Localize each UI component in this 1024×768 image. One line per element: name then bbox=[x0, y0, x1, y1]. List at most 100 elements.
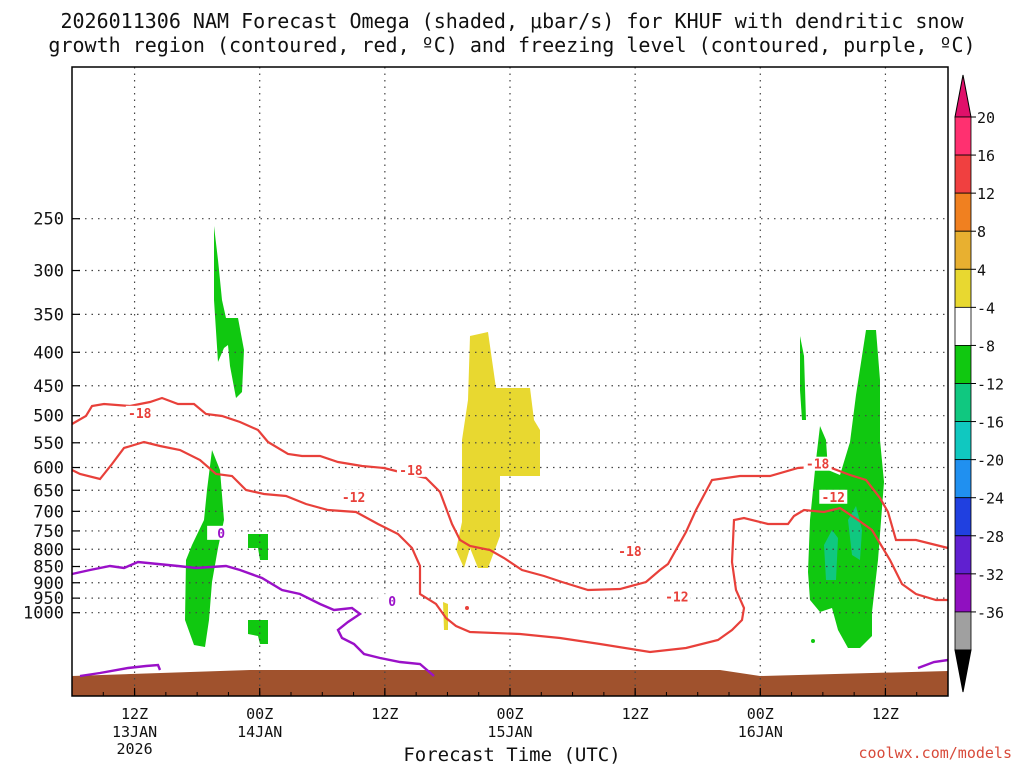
x-tick-date: 15JAN bbox=[487, 723, 532, 741]
colorbar-label: -24 bbox=[977, 490, 1004, 508]
y-tick-label: 600 bbox=[33, 459, 64, 479]
credit-text: coolwx.com/models bbox=[858, 744, 1012, 762]
x-tick-label: 00Z bbox=[496, 705, 523, 723]
x-tick-label: 12Z bbox=[872, 705, 899, 723]
colorbar-segment bbox=[954, 268, 972, 308]
contour-label-bg bbox=[662, 589, 691, 604]
omega-area-teal bbox=[824, 530, 838, 580]
contour-label-bg bbox=[396, 462, 425, 477]
colorbar-segment bbox=[954, 535, 972, 575]
omega-area-green bbox=[248, 534, 268, 560]
contour-label: -18 bbox=[806, 458, 830, 473]
x-tick-label: 12Z bbox=[121, 705, 148, 723]
contour-label-bg bbox=[125, 405, 154, 420]
contour-layer bbox=[71, 396, 949, 678]
colorbar-label: 20 bbox=[977, 109, 995, 127]
y-tick-label: 750 bbox=[33, 522, 64, 542]
colorbar-label: 4 bbox=[977, 261, 986, 279]
colorbar-label: -16 bbox=[977, 414, 1004, 432]
y-tick-label: 350 bbox=[33, 305, 64, 325]
x-tick-label: 00Z bbox=[246, 705, 273, 723]
colorbar-segment bbox=[954, 421, 972, 461]
colorbar-segment bbox=[954, 383, 972, 422]
contour-line-red-minus12 bbox=[71, 440, 948, 654]
colorbar-top-arrow bbox=[954, 74, 972, 118]
colorbar-segment bbox=[954, 497, 972, 537]
omega-shading-layer bbox=[185, 226, 884, 648]
contour-line-red-minus18 bbox=[71, 396, 949, 592]
pressure-gridlines bbox=[72, 67, 948, 696]
colorbar-segment bbox=[954, 192, 972, 232]
contour-line-purple-0 bbox=[79, 663, 162, 678]
x-axis-label: Forecast Time (UTC) bbox=[403, 744, 621, 766]
colorbar-label: -32 bbox=[977, 566, 1004, 584]
contour-label: -12 bbox=[822, 491, 845, 506]
contour-label: -18 bbox=[618, 545, 642, 560]
colorbar-label: -36 bbox=[977, 604, 1004, 622]
y-tick-label: 700 bbox=[33, 502, 64, 522]
y-tick-label: 450 bbox=[33, 377, 64, 397]
contour-label: 0 bbox=[388, 595, 396, 610]
colorbar-segment bbox=[954, 459, 972, 499]
x-tick-year: 2026 bbox=[117, 740, 153, 758]
colorbar-segment bbox=[954, 154, 972, 194]
y-tick-label: 850 bbox=[33, 558, 64, 578]
pressure-axis: 2503003504004505005506006507007508008509… bbox=[23, 210, 80, 624]
colorbar-label: -12 bbox=[977, 376, 1004, 394]
x-tick-date: 13JAN bbox=[112, 723, 157, 741]
y-tick-label: 250 bbox=[33, 210, 64, 230]
y-tick-label: 300 bbox=[33, 262, 64, 282]
y-tick-label: 1000 bbox=[23, 604, 64, 624]
y-tick-label: 650 bbox=[33, 481, 64, 501]
omega-area-green bbox=[214, 226, 244, 398]
omega-area-green bbox=[185, 450, 224, 647]
ground-surface bbox=[72, 670, 948, 696]
y-tick-label: 550 bbox=[33, 434, 64, 454]
colorbar-segment bbox=[954, 611, 972, 651]
y-tick-label: 900 bbox=[33, 574, 64, 594]
contour-line-purple-0 bbox=[71, 560, 435, 677]
contour-label-bg bbox=[378, 594, 407, 609]
contour-label-bg bbox=[339, 489, 368, 504]
colorbar-segment bbox=[954, 573, 972, 613]
colorbar-label: -20 bbox=[977, 452, 1004, 470]
colorbar-segment bbox=[954, 306, 972, 346]
x-tick-label: 12Z bbox=[622, 705, 649, 723]
contour-label-bg bbox=[819, 489, 848, 504]
x-tick-label: 00Z bbox=[747, 705, 774, 723]
contour-label: 0 bbox=[217, 527, 225, 542]
contour-label-layer: -18 -18 -12 -18 -12 -18 -12 0 0 bbox=[125, 405, 848, 610]
chart-title-line1: 2026011306 NAM Forecast Omega (shaded, μ… bbox=[60, 9, 964, 33]
y-tick-label: 800 bbox=[33, 540, 64, 560]
y-tick-label: 400 bbox=[33, 343, 64, 363]
omega-area-green bbox=[811, 639, 815, 643]
chart-title-line2: growth region (contoured, red, ºC) and f… bbox=[48, 33, 976, 57]
x-tick-date: 16JAN bbox=[738, 723, 783, 741]
colorbar-segment bbox=[954, 230, 972, 270]
x-tick-label: 12Z bbox=[371, 705, 398, 723]
contour-label: -12 bbox=[342, 491, 365, 506]
colorbar-label: 8 bbox=[977, 223, 986, 241]
colorbar-label: -28 bbox=[977, 528, 1004, 546]
colorbar-segment bbox=[954, 345, 972, 384]
contour-label-bg bbox=[207, 525, 236, 540]
omega-area-green bbox=[248, 620, 268, 644]
colorbar-segment bbox=[954, 116, 972, 156]
colorbar-label: -8 bbox=[977, 337, 995, 355]
contour-label: -18 bbox=[399, 464, 423, 479]
omega-area-green bbox=[800, 336, 806, 420]
colorbar-label: 12 bbox=[977, 185, 995, 203]
x-tick-date: 14JAN bbox=[237, 723, 282, 741]
contour-label-bg bbox=[615, 544, 644, 559]
contour-dot-red bbox=[465, 606, 469, 610]
colorbar-bottom-arrow bbox=[954, 649, 972, 693]
colorbar-label: -4 bbox=[977, 299, 995, 317]
contour-line-purple-0 bbox=[917, 658, 949, 670]
omega-area-yellow bbox=[456, 332, 540, 568]
colorbar-label: 16 bbox=[977, 147, 995, 165]
omega-colorbar: 20 16 12 8 4 -4 -8 -12 -16 -20 -24 -28 -32 -36 bbox=[954, 74, 1004, 693]
contour-label: -12 bbox=[665, 591, 688, 606]
y-tick-label: 950 bbox=[33, 589, 64, 609]
contour-label: -18 bbox=[128, 407, 152, 422]
